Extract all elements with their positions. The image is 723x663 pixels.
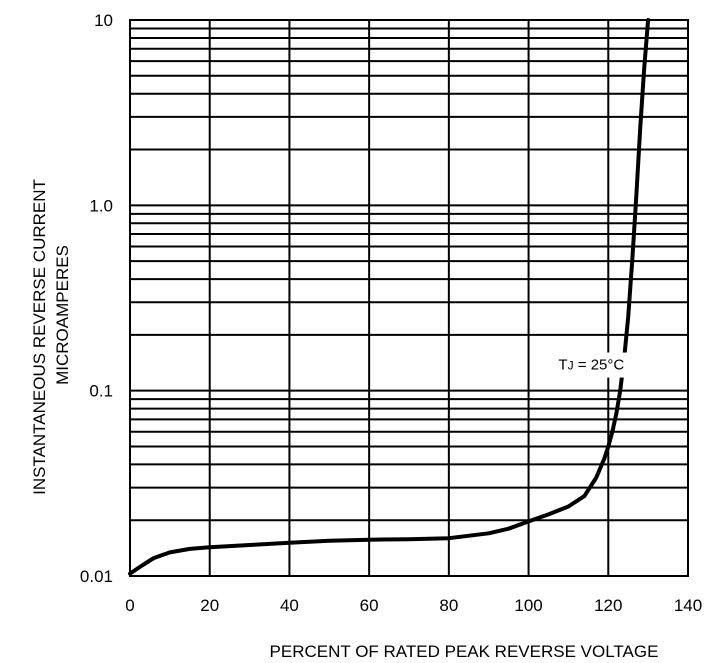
x-tick-label: 40: [280, 596, 299, 615]
y-tick-label: 1.0: [89, 196, 113, 215]
y-tick-label: 0.01: [80, 567, 113, 586]
series-line: [128, 18, 651, 576]
x-tick-label: 20: [200, 596, 219, 615]
y-axis-tick-labels: 0.01 0.1 1.0 10: [80, 11, 113, 586]
x-tick-label: 0: [125, 596, 134, 615]
x-axis-tick-labels: 0 20 40 60 80 100 120 140: [125, 596, 702, 615]
x-tick-label: 60: [360, 596, 379, 615]
x-tick-label: 120: [594, 596, 622, 615]
y-axis-label-line-1: INSTANTANEOUS REVERSE CURRENT: [30, 179, 49, 495]
x-tick-label: 100: [514, 596, 542, 615]
x-tick-label: 80: [439, 596, 458, 615]
y-tick-label: 10: [94, 11, 113, 30]
x-axis-label: PERCENT OF RATED PEAK REVERSE VOLTAGE: [270, 642, 659, 661]
annotation-prefix: T: [558, 357, 567, 374]
annotation-suffix: = 25°C: [574, 357, 625, 374]
plot-frame: [129, 19, 689, 577]
annotation-subscript: J: [568, 359, 574, 373]
temperature-annotation: TJ = 25°C: [550, 352, 629, 378]
grid: [130, 20, 688, 576]
x-tick-label: 140: [674, 596, 702, 615]
annotation-label: TJ = 25°C: [558, 357, 624, 374]
y-axis-label-line-2: MICROAMPERES: [53, 245, 72, 385]
y-tick-label: 0.1: [89, 382, 113, 401]
annotation-background: [550, 352, 629, 378]
